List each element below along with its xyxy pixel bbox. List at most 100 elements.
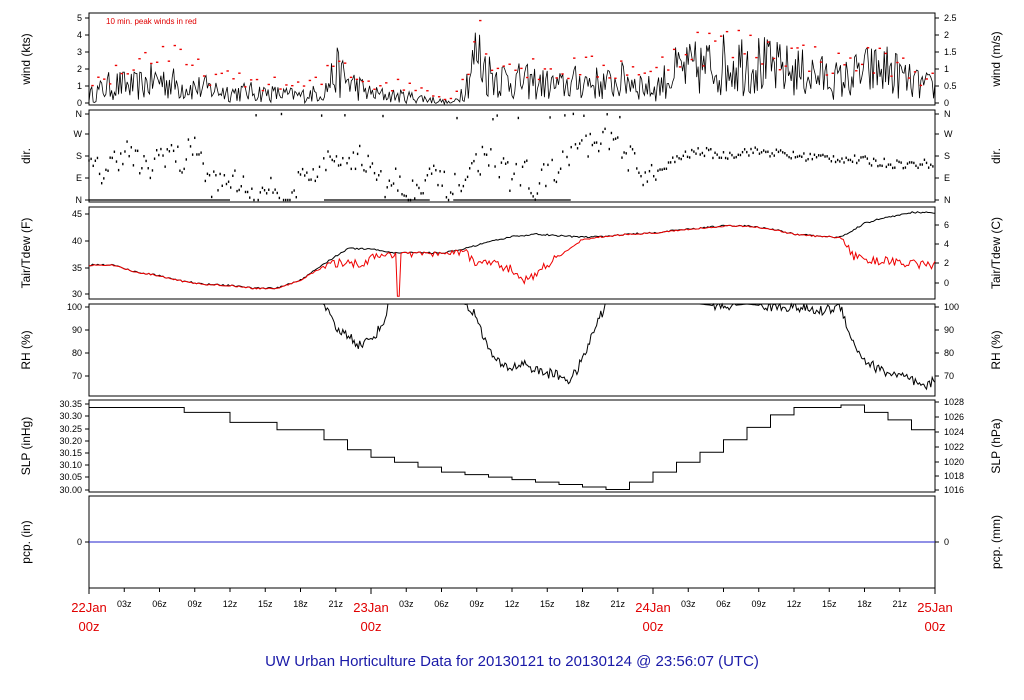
dir-point bbox=[646, 180, 649, 183]
dir-point bbox=[680, 157, 682, 161]
dir-point bbox=[750, 147, 752, 151]
dir-point bbox=[718, 156, 720, 159]
rh-ylabel-right: RH (%) bbox=[989, 330, 1003, 369]
x-tick-label: 09z bbox=[469, 599, 484, 609]
dir-point bbox=[170, 143, 173, 147]
dir-point bbox=[405, 194, 407, 198]
dir-point bbox=[733, 156, 735, 159]
dir-tick-label-right: N bbox=[944, 195, 951, 205]
dir-point bbox=[864, 155, 866, 158]
tdew-line bbox=[88, 224, 936, 297]
dir-tick-label-right: N bbox=[944, 109, 951, 119]
dir-point bbox=[856, 161, 858, 165]
slp-tick-label-left: 30.00 bbox=[59, 485, 82, 495]
dir-point bbox=[688, 156, 691, 159]
dir-point bbox=[811, 157, 814, 161]
slp-tick-label-right: 1024 bbox=[944, 427, 964, 437]
dir-point bbox=[449, 191, 452, 194]
dir-point bbox=[621, 156, 623, 159]
dir-point bbox=[767, 150, 769, 153]
dir-point bbox=[625, 152, 627, 155]
wind-tick-label-left: 4 bbox=[77, 30, 82, 40]
dir-point bbox=[602, 130, 604, 134]
dir-point bbox=[792, 150, 794, 154]
dir-point bbox=[807, 157, 809, 161]
dir-point bbox=[801, 155, 803, 158]
x-day-hour-label: 00z bbox=[361, 619, 382, 634]
rh-tick-label-left: 90 bbox=[72, 325, 82, 335]
dir-point bbox=[853, 154, 856, 157]
dir-point bbox=[244, 190, 247, 194]
dir-point bbox=[392, 182, 395, 185]
dir-point bbox=[667, 161, 670, 164]
dir-point bbox=[513, 172, 515, 175]
dir-point bbox=[430, 172, 433, 175]
slp-tick-label-left: 30.25 bbox=[59, 424, 82, 434]
dir-point bbox=[608, 147, 610, 151]
slp-tick-label-left: 30.10 bbox=[59, 460, 82, 470]
dir-point bbox=[452, 192, 454, 196]
dir-point bbox=[754, 146, 756, 149]
dir-point bbox=[566, 155, 568, 159]
dir-point bbox=[200, 151, 202, 154]
dir-point bbox=[414, 197, 416, 200]
dir-point bbox=[100, 182, 103, 185]
dir-point bbox=[543, 163, 545, 166]
dir-point bbox=[287, 198, 289, 202]
dir-point bbox=[777, 150, 780, 154]
dir-point bbox=[280, 112, 283, 116]
x-tick-label: 03z bbox=[117, 599, 132, 609]
dir-point bbox=[598, 149, 600, 153]
dir-point bbox=[915, 164, 917, 168]
dir-point bbox=[830, 160, 833, 163]
dir-point bbox=[896, 159, 898, 162]
dir-tick-label-right: S bbox=[944, 151, 950, 161]
dir-point bbox=[166, 148, 168, 151]
dir-point bbox=[240, 185, 242, 188]
tair-line bbox=[88, 211, 936, 290]
dir-point bbox=[703, 154, 706, 158]
dir-ylabel-left: dir. bbox=[19, 148, 33, 164]
wind-tick-label-right: 2.5 bbox=[944, 13, 957, 23]
dir-point bbox=[263, 189, 266, 192]
dir-point bbox=[384, 195, 386, 199]
dir-point bbox=[917, 166, 919, 170]
slp-tick-label-left: 30.20 bbox=[59, 436, 82, 446]
dir-point bbox=[132, 164, 135, 167]
dir-point bbox=[155, 149, 158, 152]
dir-point bbox=[695, 152, 697, 155]
wind-panel: wind (kts) wind (m/s) 0 1 2 3 4 5 0 0.5 1 1.5 2 2.5 bbox=[19, 12, 1003, 108]
x-tick-label: 21z bbox=[892, 599, 907, 609]
dir-point bbox=[779, 149, 782, 152]
dir-point bbox=[164, 165, 166, 168]
dir-point bbox=[475, 153, 477, 156]
dir-point bbox=[160, 147, 162, 151]
temp-ylabel-right: Tair/Tdew (C) bbox=[989, 217, 1003, 289]
x-day-hour-label: 00z bbox=[643, 619, 664, 634]
dir-point bbox=[390, 184, 393, 187]
dir-point bbox=[460, 189, 462, 193]
dir-point bbox=[115, 160, 118, 163]
dir-point bbox=[887, 163, 890, 166]
dir-point bbox=[595, 141, 598, 144]
dir-point bbox=[913, 161, 915, 165]
dir-point bbox=[236, 189, 238, 193]
x-tick-label: 09z bbox=[751, 599, 766, 609]
chart-title: UW Urban Horticulture Data for 20130121 … bbox=[265, 653, 759, 670]
dir-point bbox=[919, 163, 921, 166]
wind-ylabel-right: wind (m/s) bbox=[989, 31, 1003, 87]
dir-point bbox=[906, 162, 909, 165]
dir-point bbox=[346, 161, 348, 165]
rh-tick-label-right: 90 bbox=[944, 325, 954, 335]
dir-point bbox=[839, 160, 841, 163]
dir-point bbox=[147, 167, 149, 170]
dir-point bbox=[464, 178, 467, 182]
dir-point bbox=[230, 186, 232, 189]
dir-point bbox=[879, 164, 881, 167]
dir-point bbox=[388, 179, 391, 182]
dir-point bbox=[881, 164, 883, 168]
dir-point bbox=[418, 186, 420, 190]
dir-point bbox=[339, 163, 342, 167]
x-tick-label: 15z bbox=[540, 599, 555, 609]
